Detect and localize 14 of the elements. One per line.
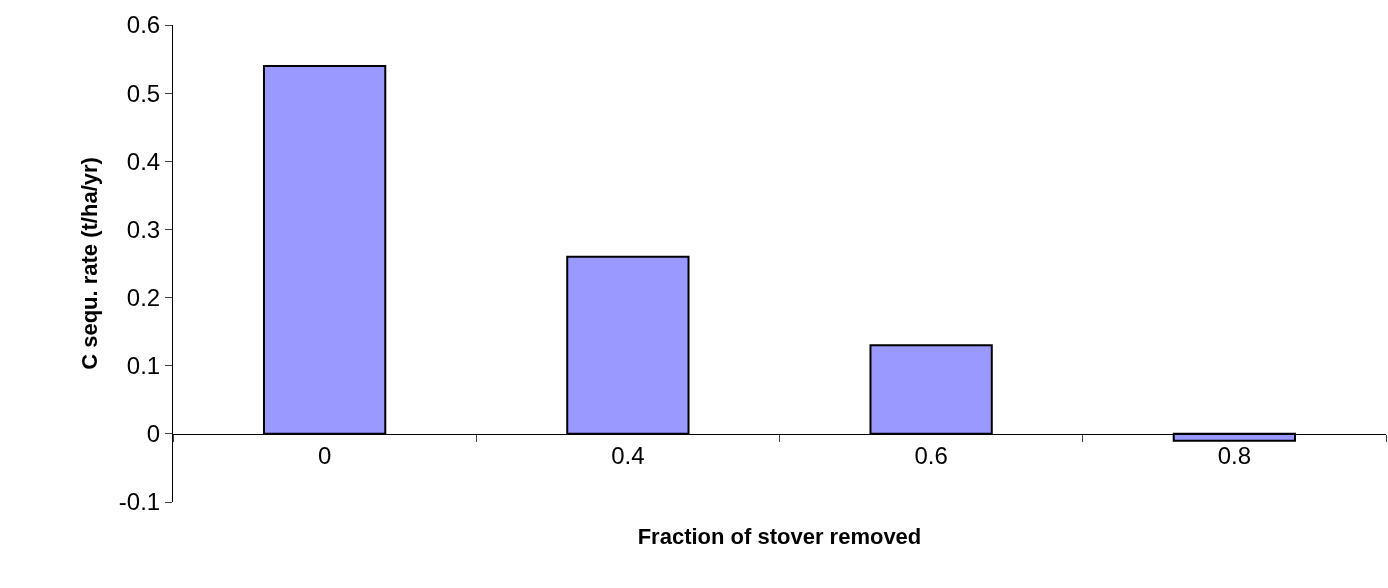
y-tick-label: 0.2 <box>126 283 161 311</box>
y-tick-label: 0 <box>146 420 161 448</box>
x-tick-label: 0.8 <box>1217 441 1252 469</box>
x-tick-label: 0.4 <box>611 441 645 469</box>
x-tick-label: 0.6 <box>914 441 948 469</box>
y-tick-label: 0.5 <box>126 79 161 107</box>
y-axis-title: C sequ. rate (t/ha/yr) <box>76 157 102 370</box>
y-tick-label: 0.4 <box>126 147 161 175</box>
y-tick-label: 0.3 <box>126 215 161 243</box>
y-tick-label: 0.1 <box>126 352 161 380</box>
y-tick-label: 0.6 <box>126 11 161 39</box>
x-axis-title: Fraction of stover removed <box>637 523 922 549</box>
y-tick-label: -0.1 <box>118 488 161 516</box>
x-tick-label: 0 <box>317 441 332 469</box>
